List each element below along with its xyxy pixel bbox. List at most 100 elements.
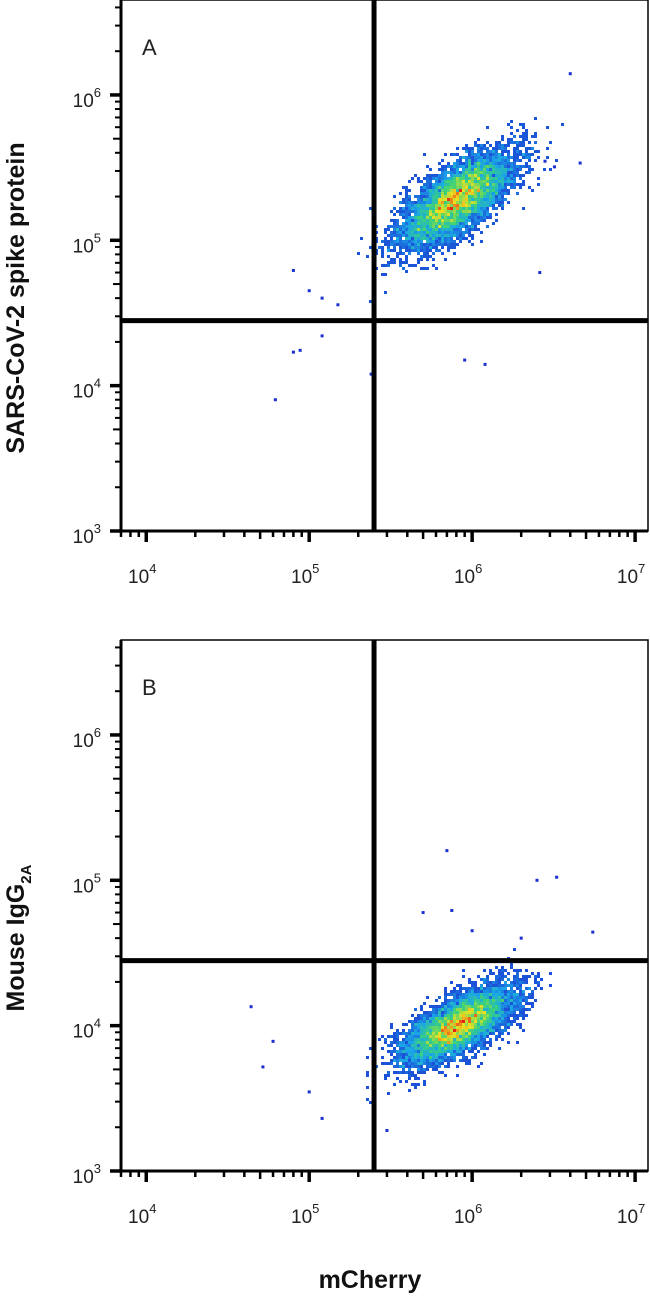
density-bin bbox=[417, 243, 420, 246]
density-bin bbox=[459, 240, 462, 243]
density-bin bbox=[483, 978, 486, 981]
density-bin bbox=[453, 198, 456, 201]
density-bin bbox=[456, 222, 459, 225]
density-bin bbox=[501, 207, 504, 210]
density-bin bbox=[477, 168, 480, 171]
density-bin bbox=[489, 1011, 492, 1014]
density-bin bbox=[447, 204, 450, 207]
density-bin bbox=[498, 174, 501, 177]
density-bin bbox=[504, 159, 507, 162]
density-bin bbox=[420, 180, 423, 183]
density-bin bbox=[456, 177, 459, 180]
density-bin bbox=[453, 990, 456, 993]
density-bin bbox=[432, 246, 435, 249]
density-bin bbox=[519, 981, 522, 984]
density-bin bbox=[456, 219, 459, 222]
density-bin bbox=[450, 1035, 453, 1038]
density-bin bbox=[471, 1041, 474, 1044]
density-bin bbox=[417, 1050, 420, 1053]
density-bin bbox=[438, 189, 441, 192]
density-bin bbox=[435, 1053, 438, 1056]
density-bin bbox=[474, 990, 477, 993]
density-bin bbox=[438, 1005, 441, 1008]
density-bin bbox=[468, 1059, 471, 1062]
density-bin bbox=[444, 210, 447, 213]
density-bin bbox=[426, 1068, 429, 1071]
density-bin bbox=[519, 153, 522, 156]
density-bin bbox=[459, 1032, 462, 1035]
density-bin bbox=[441, 234, 444, 237]
density-bin bbox=[426, 1017, 429, 1020]
density-bin bbox=[534, 159, 537, 162]
density-bin bbox=[495, 162, 498, 165]
density-bin bbox=[504, 192, 507, 195]
density-bin bbox=[402, 198, 405, 201]
density-bin bbox=[462, 237, 465, 240]
density-bin bbox=[447, 192, 450, 195]
density-bin bbox=[468, 174, 471, 177]
density-bin bbox=[417, 1014, 420, 1017]
density-bin bbox=[399, 213, 402, 216]
density-bin bbox=[432, 1056, 435, 1059]
density-bin bbox=[453, 1047, 456, 1050]
density-bin bbox=[435, 1035, 438, 1038]
density-bin bbox=[420, 1026, 423, 1029]
density-bin bbox=[522, 978, 525, 981]
density-bin bbox=[426, 165, 429, 168]
density-bin bbox=[492, 222, 495, 225]
density-bin bbox=[432, 210, 435, 213]
density-bin bbox=[399, 207, 402, 210]
density-bin bbox=[444, 1035, 447, 1038]
x-tick-label: 106 bbox=[454, 1201, 482, 1228]
density-bin bbox=[381, 1035, 384, 1038]
density-bin bbox=[468, 201, 471, 204]
density-bin bbox=[453, 1059, 456, 1062]
density-bin bbox=[453, 1038, 456, 1041]
density-bin bbox=[408, 1029, 411, 1032]
density-bin bbox=[441, 1017, 444, 1020]
density-bin bbox=[477, 990, 480, 993]
density-bin bbox=[420, 1005, 423, 1008]
density-bin bbox=[492, 1020, 495, 1023]
density-bin bbox=[501, 978, 504, 981]
density-bin bbox=[426, 207, 429, 210]
density-bin bbox=[465, 1023, 468, 1026]
density-bin bbox=[441, 1005, 444, 1008]
density-bin bbox=[465, 213, 468, 216]
density-bin bbox=[420, 1029, 423, 1032]
density-bin bbox=[396, 1062, 399, 1065]
density-bin bbox=[405, 1056, 408, 1059]
density-bin bbox=[405, 237, 408, 240]
density-bin bbox=[483, 204, 486, 207]
density-bin bbox=[495, 1023, 498, 1026]
density-bin bbox=[405, 246, 408, 249]
density-bin bbox=[492, 201, 495, 204]
density-bin bbox=[420, 246, 423, 249]
density-bin bbox=[477, 975, 480, 978]
density-bin bbox=[435, 198, 438, 201]
density-bin bbox=[414, 219, 417, 222]
density-bin bbox=[453, 171, 456, 174]
density-bin bbox=[471, 1026, 474, 1029]
density-bin bbox=[453, 252, 456, 255]
density-bin bbox=[402, 1071, 405, 1074]
density-bin bbox=[516, 996, 519, 999]
density-bin bbox=[492, 153, 495, 156]
density-bin bbox=[444, 1056, 447, 1059]
density-bin bbox=[432, 198, 435, 201]
density-bin bbox=[405, 198, 408, 201]
density-bin bbox=[399, 1041, 402, 1044]
density-bin bbox=[459, 210, 462, 213]
density-bin bbox=[447, 234, 450, 237]
scatter-point bbox=[552, 165, 556, 169]
density-bin bbox=[534, 141, 537, 144]
density-bin bbox=[384, 273, 387, 276]
density-bin bbox=[453, 165, 456, 168]
density-bin bbox=[459, 237, 462, 240]
density-bin bbox=[447, 1017, 450, 1020]
density-bin bbox=[525, 147, 528, 150]
density-bin bbox=[447, 237, 450, 240]
density-bin bbox=[450, 1026, 453, 1029]
density-bin bbox=[441, 1023, 444, 1026]
density-bin bbox=[495, 174, 498, 177]
